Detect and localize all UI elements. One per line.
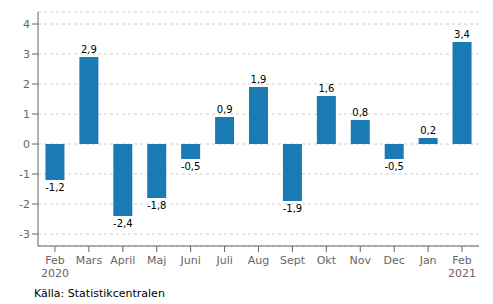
svg-text:-1,9: -1,9 bbox=[283, 203, 303, 214]
svg-text:-1,8: -1,8 bbox=[147, 200, 167, 211]
svg-text:3: 3 bbox=[23, 48, 30, 61]
svg-text:1,9: 1,9 bbox=[251, 74, 267, 85]
svg-text:4: 4 bbox=[23, 18, 30, 31]
svg-text:Aug: Aug bbox=[248, 254, 269, 267]
svg-text:Juni: Juni bbox=[180, 254, 201, 267]
svg-text:Sept: Sept bbox=[280, 254, 306, 267]
svg-text:Maj: Maj bbox=[147, 254, 166, 267]
svg-text:Juli: Juli bbox=[215, 254, 232, 267]
svg-text:0,2: 0,2 bbox=[420, 125, 436, 136]
svg-text:-1: -1 bbox=[19, 168, 30, 181]
svg-text:2,9: 2,9 bbox=[81, 44, 97, 55]
svg-text:Okt: Okt bbox=[317, 254, 337, 267]
svg-text:2: 2 bbox=[23, 78, 30, 91]
svg-text:Mars: Mars bbox=[76, 254, 103, 267]
svg-text:-0,5: -0,5 bbox=[384, 161, 404, 172]
svg-text:-0,5: -0,5 bbox=[181, 161, 201, 172]
svg-text:1,6: 1,6 bbox=[318, 83, 334, 94]
svg-text:-3: -3 bbox=[19, 228, 30, 241]
svg-text:1: 1 bbox=[23, 108, 30, 121]
svg-text:Nov: Nov bbox=[350, 254, 372, 267]
svg-text:-1,2: -1,2 bbox=[45, 182, 65, 193]
svg-text:Feb2020: Feb2020 bbox=[41, 254, 69, 280]
svg-text:-2: -2 bbox=[19, 198, 30, 211]
svg-text:April: April bbox=[110, 254, 135, 267]
svg-text:Feb2021: Feb2021 bbox=[448, 254, 476, 280]
svg-text:3,4: 3,4 bbox=[454, 29, 470, 40]
svg-text:0: 0 bbox=[23, 138, 30, 151]
html-text:Källa: Statistikcentralen: Källa: Statistikcentralen bbox=[34, 287, 165, 300]
svg-text:0,9: 0,9 bbox=[217, 104, 233, 115]
svg-text:-2,4: -2,4 bbox=[113, 218, 133, 229]
svg-text:Jan: Jan bbox=[419, 254, 437, 267]
svg-text:Dec: Dec bbox=[384, 254, 405, 267]
svg-text:0,8: 0,8 bbox=[352, 107, 368, 118]
